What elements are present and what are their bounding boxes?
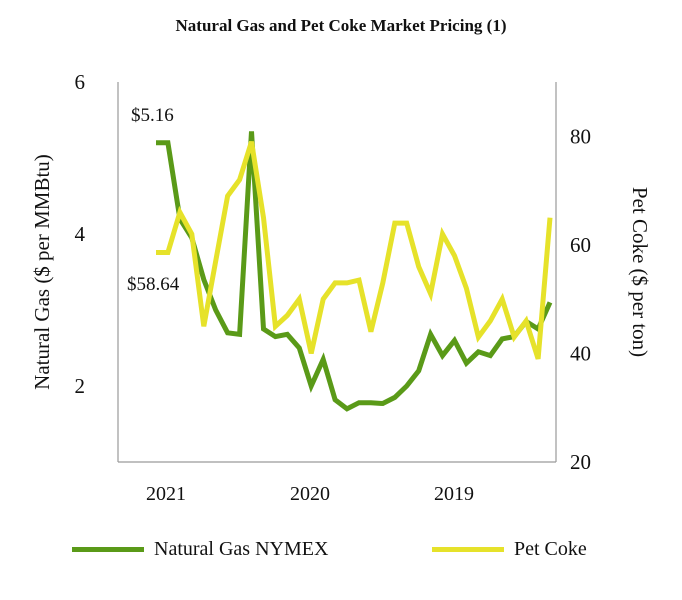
chart-legend: Natural Gas NYMEX Pet Coke — [0, 538, 682, 574]
chart-title: Natural Gas and Pet Coke Market Pricing … — [175, 16, 507, 35]
series-line-natural-gas-nymex — [156, 131, 553, 412]
legend-label-natural-gas: Natural Gas NYMEX — [154, 538, 329, 560]
y-right-tick-label: 40 — [570, 341, 591, 365]
x-tick-label: 2020 — [290, 483, 330, 505]
y-right-tick-label: 80 — [570, 124, 591, 148]
y-left-tick-label: 4 — [75, 222, 86, 246]
chart-series — [156, 131, 553, 412]
legend-item-natural-gas: Natural Gas NYMEX — [72, 538, 328, 561]
legend-swatch-pet-coke — [432, 547, 504, 552]
annotation-label: $58.64 — [127, 274, 180, 295]
y-right-tick-label: 20 — [570, 450, 591, 474]
series-line-pet-coke — [156, 140, 553, 360]
legend-label-pet-coke: Pet Coke — [514, 538, 587, 560]
chart-axes — [117, 82, 557, 463]
y-left-tick-label: 2 — [75, 374, 86, 398]
y-right-axis-title: Pet Coke ($ per ton) — [628, 187, 652, 357]
x-tick-label: 2019 — [434, 483, 474, 505]
y-left-tick-label: 6 — [75, 70, 86, 94]
y-left-axis-title: Natural Gas ($ per MMBtu) — [30, 154, 54, 390]
annotation-label: $5.16 — [131, 105, 174, 126]
chart-labels: 2 4 6 20 40 60 80 Natural Gas ($ per MMBtu) Pet … — [30, 70, 652, 505]
y-right-tick-label: 60 — [570, 233, 591, 257]
legend-swatch-natural-gas — [72, 547, 144, 552]
x-tick-label: 2021 — [146, 483, 186, 505]
legend-item-pet-coke: Pet Coke — [432, 538, 587, 561]
